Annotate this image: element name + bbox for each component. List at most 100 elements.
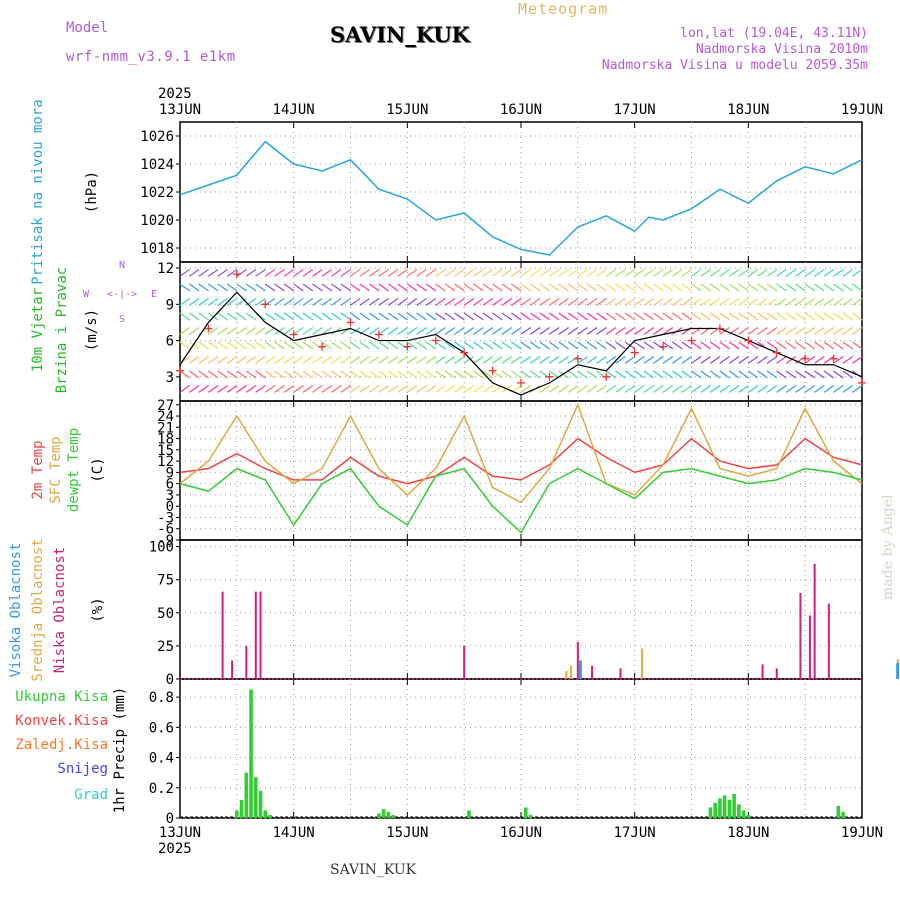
- wind-barb: [501, 297, 513, 306]
- wind-barb: [387, 326, 399, 335]
- wind-barb: [312, 341, 323, 350]
- wind-barb: [264, 283, 276, 292]
- precip-bar: [381, 808, 386, 818]
- wind-barb: [643, 355, 655, 364]
- wind-barb: [558, 384, 569, 393]
- wind-barb: [293, 326, 304, 335]
- wind-barb: [454, 384, 465, 393]
- date-label-top: 18JUN: [727, 102, 769, 118]
- wind-barb: [833, 341, 844, 350]
- y-tick-label: 1018: [140, 241, 174, 257]
- wind-gust-marker: [602, 372, 611, 381]
- wind-barb: [605, 283, 617, 292]
- y-tick-label: 3: [166, 488, 174, 504]
- wind-barb: [662, 355, 674, 364]
- wind-barb: [520, 355, 531, 364]
- wind-barb: [293, 355, 304, 364]
- wind-barb: [179, 297, 190, 306]
- wind-barb: [823, 312, 835, 321]
- wind-barb: [511, 370, 522, 379]
- wind-barb: [188, 326, 200, 335]
- wind-gust-marker: [403, 342, 412, 351]
- wind-barb: [852, 283, 863, 292]
- temp-unit: (C): [90, 457, 106, 482]
- wind-barb: [785, 355, 797, 364]
- wind-barb: [672, 268, 683, 277]
- wind-barb: [274, 297, 285, 306]
- wind-barb: [700, 283, 711, 292]
- wind-barb: [274, 384, 285, 393]
- wind-barb: [833, 268, 844, 277]
- wind-barb: [776, 268, 787, 277]
- wind-barb: [283, 326, 295, 335]
- wind-barb: [586, 268, 598, 277]
- wind-barb: [690, 355, 702, 364]
- wind-gust-marker: [659, 342, 668, 351]
- wind-barb: [672, 312, 683, 321]
- wind-barb: [188, 312, 200, 321]
- wind-barb: [766, 268, 778, 277]
- wind-barb: [700, 355, 711, 364]
- wind-barb: [293, 283, 304, 292]
- wind-barb: [207, 370, 219, 379]
- wind-barb: [321, 326, 333, 335]
- wind-barb: [397, 268, 408, 277]
- wind-barb: [738, 283, 749, 292]
- precip-bar: [249, 689, 253, 818]
- wind-barb: [312, 268, 323, 277]
- wind-barb: [217, 312, 228, 321]
- wind-barb: [179, 384, 190, 393]
- wind-barb: [293, 297, 304, 306]
- wind-barb: [425, 297, 437, 306]
- wind-barb: [435, 370, 446, 379]
- wind-barb: [690, 283, 702, 292]
- wind-barb: [340, 283, 352, 292]
- wind-barb: [378, 370, 389, 379]
- wind-barb: [700, 341, 711, 350]
- wind-barb: [406, 297, 418, 306]
- wind-barb: [520, 297, 531, 306]
- y-tick-label: 0: [166, 499, 174, 515]
- y-tick-label: 21: [157, 420, 174, 436]
- cloud-unit: (%): [90, 597, 106, 622]
- wind-barb: [615, 283, 626, 292]
- cloud-bar: [565, 671, 568, 679]
- wind-barb: [586, 384, 598, 393]
- wind-gust-marker: [176, 366, 184, 375]
- precip-legend-item: Zaledj.Kisa: [15, 737, 108, 753]
- wind-barb: [823, 297, 835, 306]
- wind-barb: [795, 312, 806, 321]
- wind-barb: [709, 283, 721, 292]
- wind-barb: [340, 297, 352, 306]
- wind-barb: [378, 341, 389, 350]
- wind-barb: [425, 384, 437, 393]
- wind-barb: [245, 312, 257, 321]
- wind-barb: [709, 297, 721, 306]
- wind-barb: [255, 283, 266, 292]
- wind-barb: [785, 326, 797, 335]
- wind-barb: [814, 283, 825, 292]
- wind-barb: [634, 384, 645, 393]
- wind-barb: [662, 312, 674, 321]
- precip-bar: [244, 772, 249, 818]
- wind-barb: [776, 326, 787, 335]
- compass-icon: N W <-|-> E S: [83, 260, 157, 325]
- wind-barb: [833, 326, 844, 335]
- wind-barb: [264, 370, 276, 379]
- wind-barb: [738, 297, 749, 306]
- wind-barb: [785, 268, 797, 277]
- wind-barb: [586, 297, 598, 306]
- wind-barb: [728, 384, 740, 393]
- wind-barb: [558, 355, 569, 364]
- wind-barb: [511, 312, 522, 321]
- wind-barb: [624, 355, 636, 364]
- pressure-ylabel: Pritisak na nivou mora: [30, 99, 46, 284]
- wind-barb: [501, 326, 513, 335]
- wind-barb: [349, 341, 361, 350]
- wind-barb: [331, 268, 342, 277]
- date-label-bottom: 13JUN: [159, 825, 201, 841]
- wind-barb: [842, 370, 854, 379]
- wind-barb: [435, 384, 446, 393]
- wind-barb: [463, 384, 475, 393]
- wind-barb: [738, 326, 749, 335]
